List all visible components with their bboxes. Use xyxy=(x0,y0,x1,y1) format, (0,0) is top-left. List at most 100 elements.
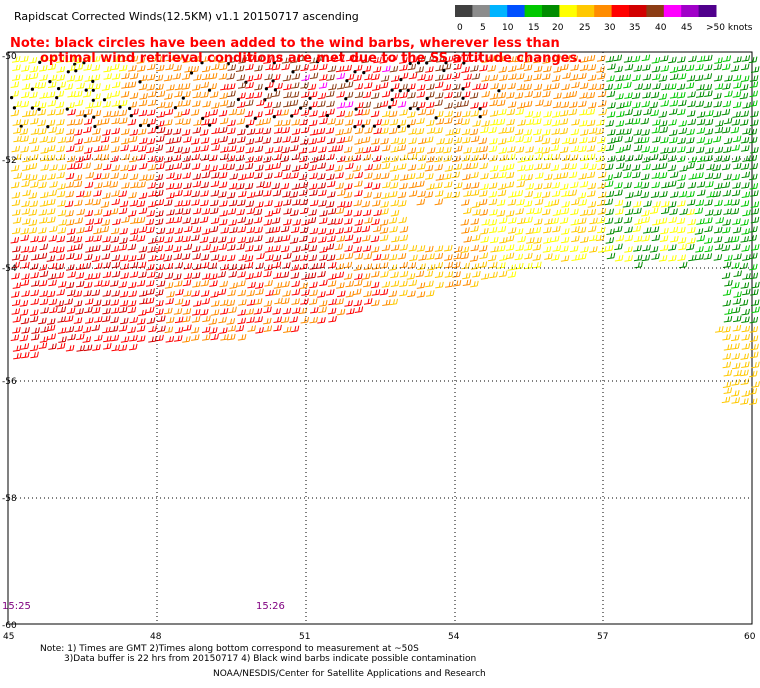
wind-barb xyxy=(741,171,751,179)
wind-barb xyxy=(184,66,193,73)
wind-barb xyxy=(37,82,47,89)
wind-barb xyxy=(607,155,616,163)
wind-barb xyxy=(496,210,506,217)
wind-barb xyxy=(30,309,39,316)
wind-barb xyxy=(283,100,292,108)
wind-barb xyxy=(748,398,758,405)
wind-barb xyxy=(65,344,75,352)
wind-barb xyxy=(173,173,182,180)
contamination-dot xyxy=(406,88,410,92)
wind-barb xyxy=(39,65,48,72)
wind-barb xyxy=(111,198,121,206)
wind-barb xyxy=(695,91,705,98)
legend-label: 30 xyxy=(604,23,616,33)
wind-barb xyxy=(155,289,164,296)
wind-barb xyxy=(82,190,92,198)
wind-barb xyxy=(289,56,299,64)
wind-barb xyxy=(426,108,435,116)
wind-barb xyxy=(749,90,758,98)
wind-barb xyxy=(571,226,580,233)
wind-barb xyxy=(426,290,435,297)
wind-barb xyxy=(281,146,290,154)
wind-barb xyxy=(13,172,22,180)
wind-barb xyxy=(264,163,274,171)
wind-barb xyxy=(751,306,760,314)
wind-barb xyxy=(334,118,344,126)
wind-barb xyxy=(516,73,525,80)
wind-barb xyxy=(686,146,695,154)
wind-barb xyxy=(73,129,83,136)
wind-barb xyxy=(731,306,741,314)
wind-barb xyxy=(408,72,418,80)
wind-barb xyxy=(749,163,758,170)
wind-barb xyxy=(634,261,643,269)
wind-barb xyxy=(119,290,129,298)
wind-barb xyxy=(587,74,597,81)
wind-barb xyxy=(461,118,470,126)
wind-barb xyxy=(514,253,524,261)
wind-barb xyxy=(30,351,39,359)
wind-barb xyxy=(453,252,462,260)
wind-barb xyxy=(31,280,40,287)
wind-barb xyxy=(155,300,164,307)
wind-barb xyxy=(748,136,758,144)
wind-barb xyxy=(551,137,560,145)
wind-barb xyxy=(129,145,139,152)
wind-barb xyxy=(39,298,49,306)
wind-barb xyxy=(472,209,481,216)
wind-barb xyxy=(739,262,748,270)
wind-barb xyxy=(633,181,643,189)
wind-barb xyxy=(22,218,31,225)
wind-barb xyxy=(272,288,281,296)
wind-barb xyxy=(327,208,337,215)
wind-barb xyxy=(299,235,308,242)
wind-barb xyxy=(625,155,634,162)
wind-barb xyxy=(444,271,454,278)
wind-barb xyxy=(29,200,38,208)
wind-barb xyxy=(245,63,254,71)
wind-barb xyxy=(643,108,652,116)
wind-barb xyxy=(182,199,191,207)
wind-barb xyxy=(704,128,714,135)
wind-barb xyxy=(129,199,139,207)
contamination-dot xyxy=(325,114,329,118)
wind-barb xyxy=(49,164,58,171)
wind-barb xyxy=(454,245,463,253)
wind-barb xyxy=(246,299,256,306)
wind-barb xyxy=(354,83,364,90)
wind-barb xyxy=(733,315,742,323)
wind-barb xyxy=(182,172,191,179)
wind-barb xyxy=(679,208,688,215)
wind-barb xyxy=(571,118,580,126)
wind-barb xyxy=(112,218,121,226)
wind-barb xyxy=(282,307,292,315)
wind-barb xyxy=(335,128,344,136)
wind-barb xyxy=(416,198,426,206)
wind-barb xyxy=(695,246,704,253)
wind-barb xyxy=(201,273,211,280)
wind-barb xyxy=(164,272,174,280)
wind-barb xyxy=(282,190,291,198)
contamination-dot xyxy=(290,114,294,118)
wind-barb xyxy=(344,218,353,225)
wind-barb xyxy=(732,101,742,109)
wind-barb xyxy=(337,189,346,197)
wind-barb xyxy=(255,288,264,296)
wind-barb xyxy=(319,217,328,224)
wind-barb xyxy=(489,165,499,172)
wind-barb xyxy=(479,83,489,90)
legend-swatch xyxy=(507,5,526,17)
wind-barb xyxy=(389,65,399,73)
wind-barb xyxy=(624,234,634,242)
wind-barb xyxy=(30,289,39,297)
wind-barb xyxy=(577,226,587,234)
wind-barb xyxy=(642,244,651,252)
wind-barb xyxy=(263,190,272,197)
wind-barb xyxy=(497,83,507,91)
wind-barb xyxy=(174,326,184,334)
wind-barb xyxy=(291,298,300,305)
wind-barb xyxy=(535,172,544,179)
wind-barb xyxy=(631,92,641,100)
wind-barb xyxy=(730,126,740,134)
wind-barb xyxy=(253,208,263,216)
